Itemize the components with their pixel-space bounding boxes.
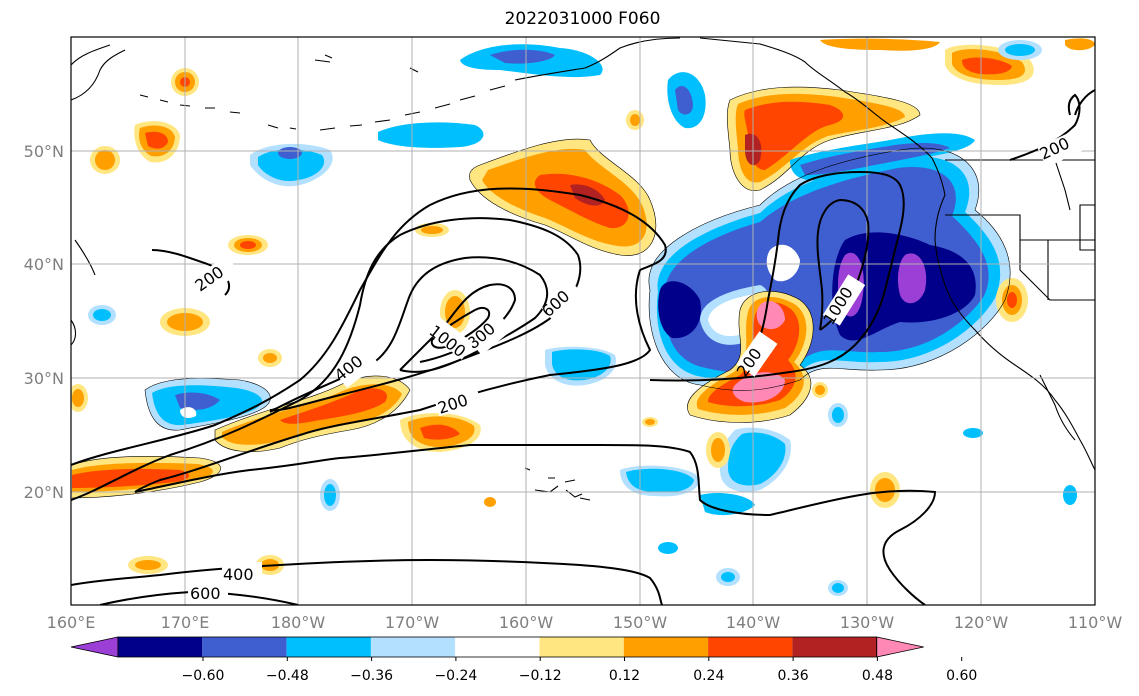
lat-tick-label: 50°N <box>24 142 64 161</box>
colorbar-labels: −0.60 −0.48 −0.36 −0.24 −0.12 0.12 0.24 0.36 0.4… <box>182 657 977 684</box>
latitude-axis: 20°N 30°N 40°N 50°N <box>24 142 64 502</box>
colorbar-frame <box>117 636 878 658</box>
colorbar-swatch <box>455 637 540 657</box>
longitude-axis: 160°E 170°E 180°W 170°W 160°W 150°W 140°… <box>47 613 1123 632</box>
lon-tick-label: 180°W <box>271 613 326 632</box>
lat-tick-label: 40°N <box>24 255 64 274</box>
colorbar-tick-label: 0.60 <box>946 668 977 684</box>
lat-tick-label: 30°N <box>24 369 64 388</box>
colorbar-swatch <box>539 637 624 657</box>
map-title: 2022031000 F060 <box>504 9 661 29</box>
lat-tick-label: 20°N <box>24 483 64 502</box>
map-frame <box>70 36 1096 606</box>
contour-label-600-south: 600 <box>190 584 221 603</box>
coastlines <box>71 37 1095 501</box>
colorbar-swatch <box>792 637 877 657</box>
contour-label-400-south: 400 <box>223 565 254 584</box>
colorbar-swatch <box>286 637 371 657</box>
lon-tick-label: 110°W <box>1068 613 1123 632</box>
colorbar-swatch <box>118 637 203 657</box>
colorbar-tick-label: 0.24 <box>693 668 724 684</box>
lon-tick-label: 120°W <box>954 613 1009 632</box>
lon-tick-label: 160°W <box>499 613 554 632</box>
colorbar-tick-label: −0.24 <box>434 668 477 684</box>
lon-tick-label: 130°W <box>840 613 895 632</box>
colorbar-swatch <box>202 637 287 657</box>
lon-tick-label: 150°W <box>613 613 668 632</box>
colorbar-tick-label: 0.48 <box>862 668 893 684</box>
colorbar-swatches <box>70 636 924 658</box>
colorbar-tick-label: −0.60 <box>182 668 225 684</box>
lon-tick-label: 140°W <box>726 613 781 632</box>
colorbar-extend-low <box>70 636 119 658</box>
shading-outlines <box>71 86 1011 499</box>
colorbar-tick-label: −0.36 <box>350 668 393 684</box>
colorbar-swatch <box>708 637 793 657</box>
colorbar: −0.60 −0.48 −0.36 −0.24 −0.12 0.12 0.24 0.36 0.4… <box>70 636 977 684</box>
colorbar-tick-label: 0.12 <box>609 668 640 684</box>
lon-tick-label: 170°E <box>161 613 210 632</box>
colorbar-extend-high <box>876 636 924 658</box>
lon-tick-label: 160°E <box>47 613 96 632</box>
colorbar-tick-label: 0.36 <box>778 668 809 684</box>
colorbar-swatch <box>623 637 709 657</box>
colorbar-tick-label: −0.12 <box>519 668 562 684</box>
colorbar-swatch <box>370 637 456 657</box>
lon-tick-label: 170°W <box>385 613 440 632</box>
colorbar-tick-label: −0.48 <box>266 668 309 684</box>
